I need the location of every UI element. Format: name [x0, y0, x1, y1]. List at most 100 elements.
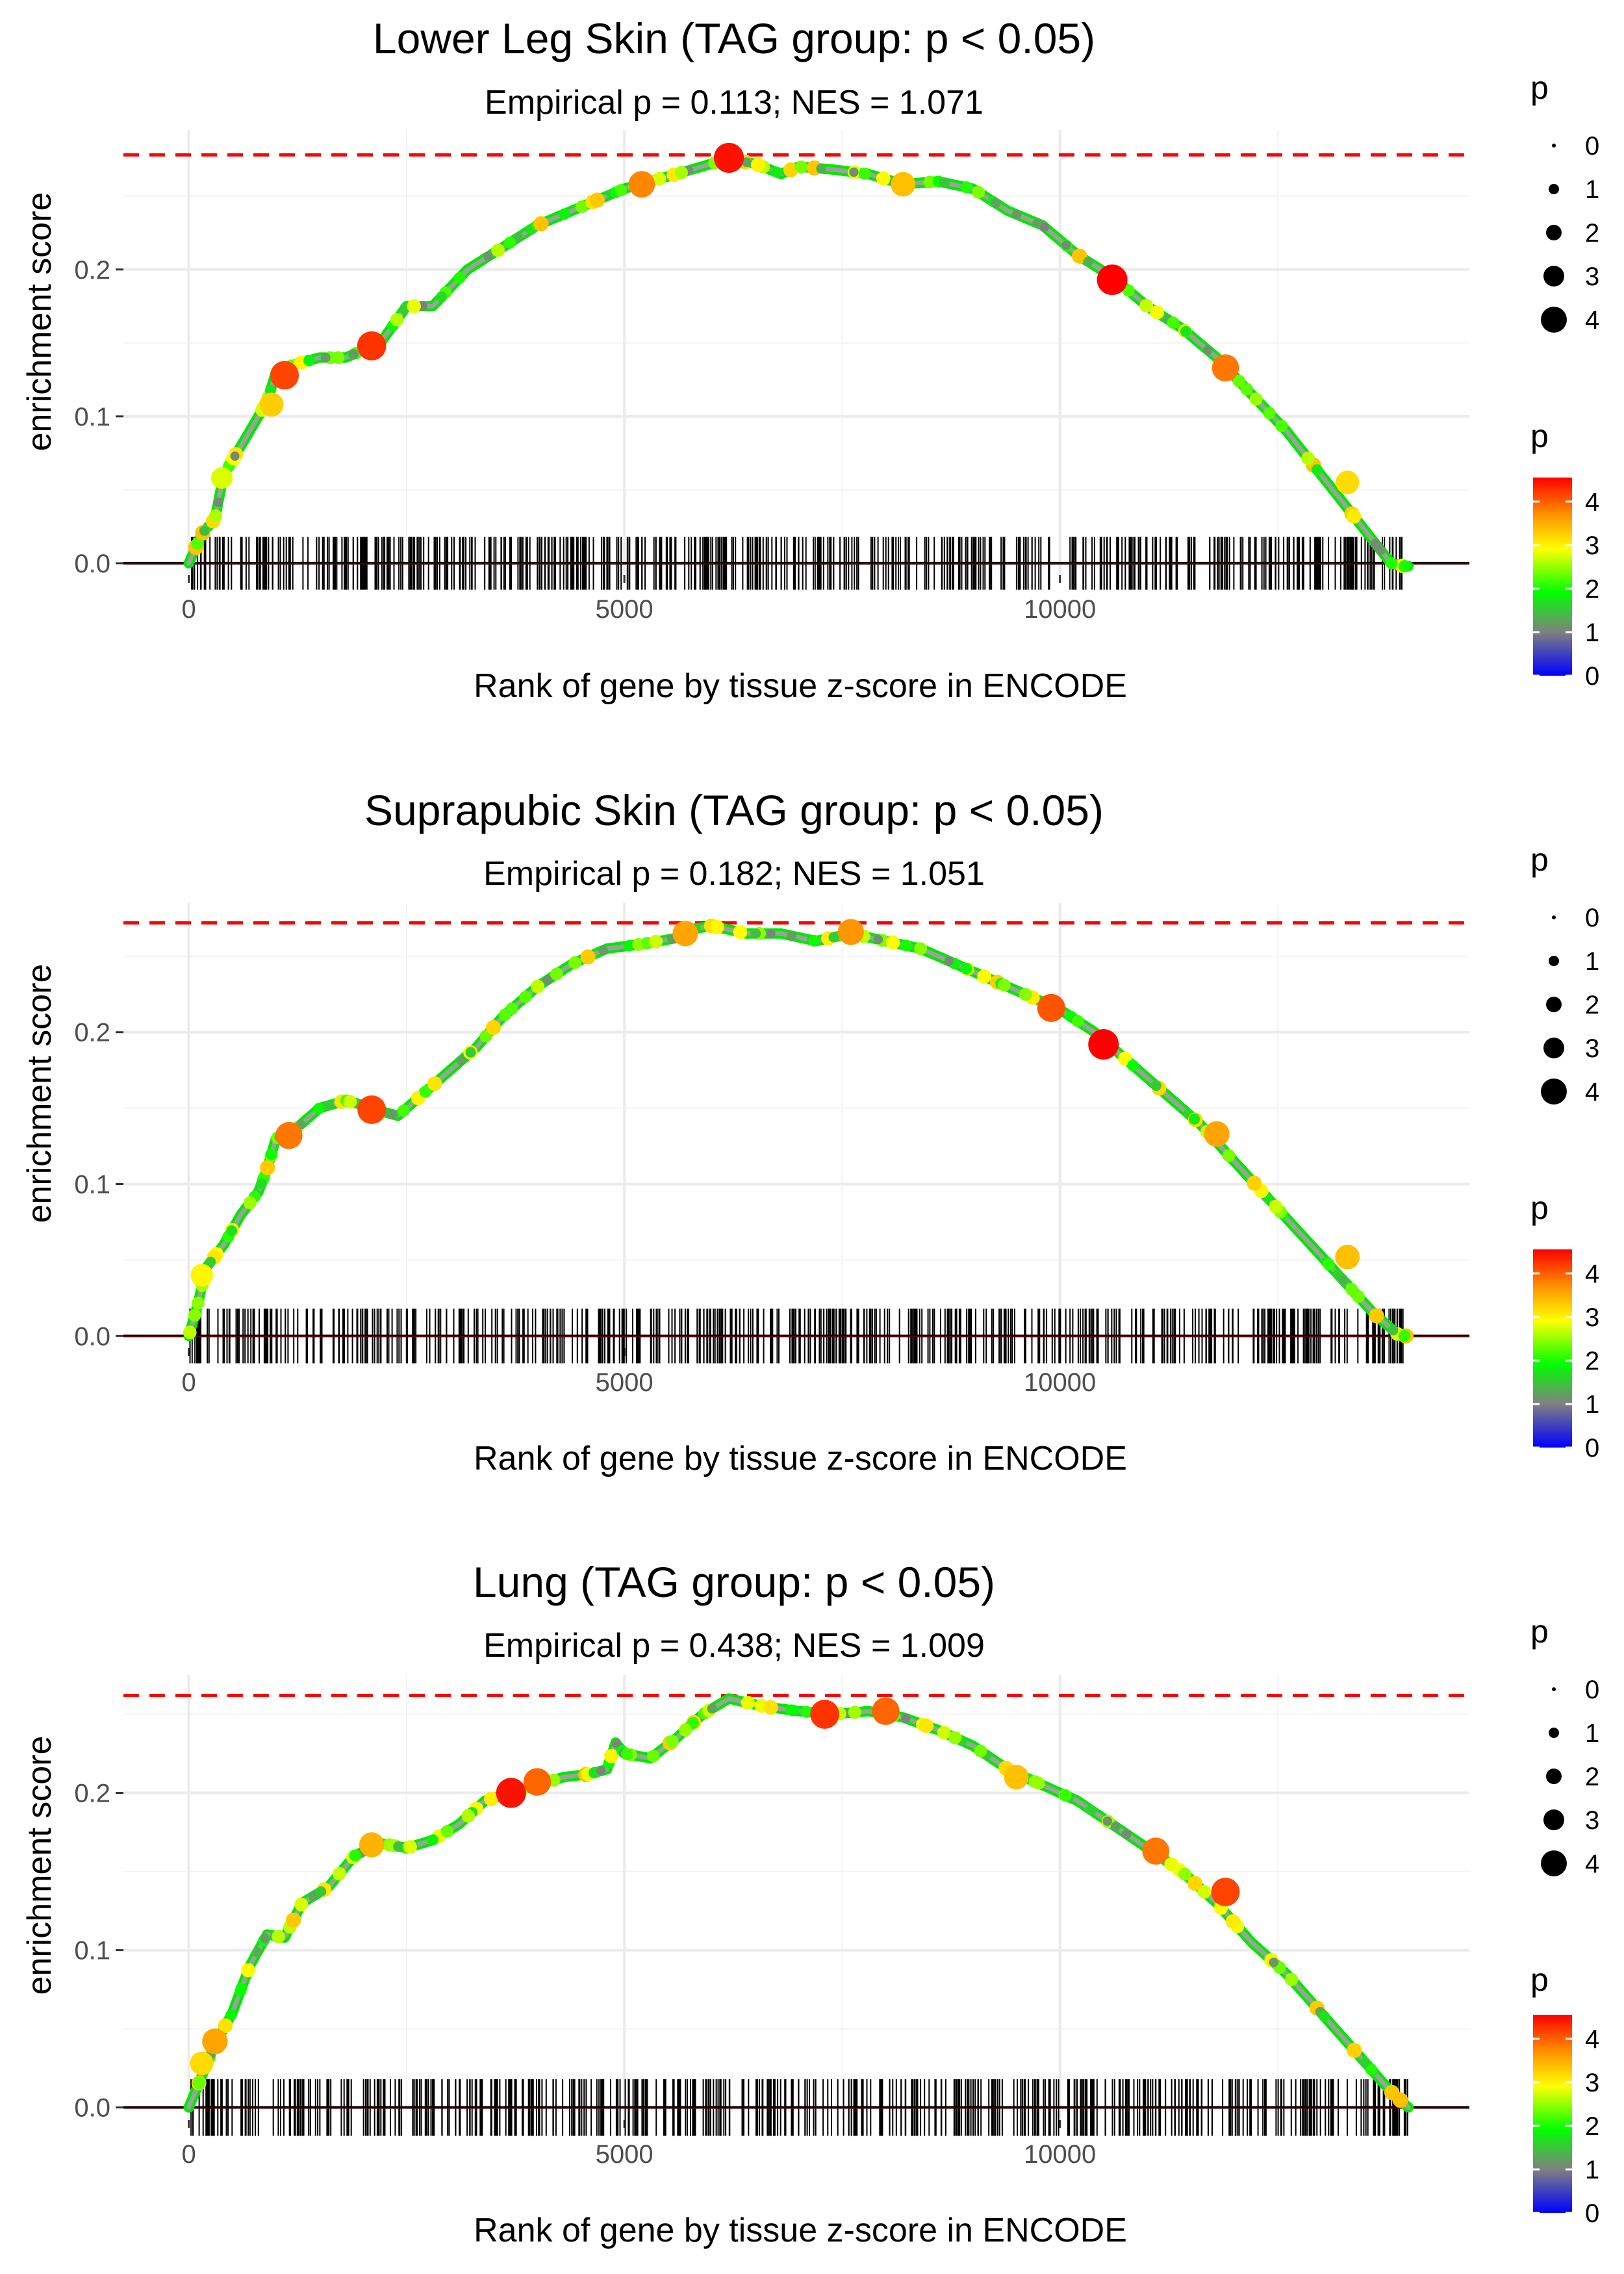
- es-point: [960, 181, 972, 194]
- es-point: [1011, 209, 1022, 220]
- color-legend-bar: [1533, 1249, 1572, 1448]
- x-tick-label: 5000: [596, 1368, 653, 1397]
- es-point: [519, 990, 532, 1003]
- x-tick-label: 10000: [1024, 595, 1096, 624]
- es-point: [919, 1718, 934, 1733]
- es-point: [849, 167, 859, 177]
- color-legend-label-1: 1: [1585, 2156, 1599, 2184]
- es-highlight-point: [202, 2028, 228, 2054]
- size-legend-key-3: [1543, 1809, 1564, 1830]
- es-point: [741, 1696, 755, 1710]
- es-point: [465, 1047, 476, 1058]
- panel-3-subtitle: Empirical p = 0.438; NES = 1.009: [483, 1627, 985, 1665]
- es-point: [750, 928, 761, 939]
- color-legend-label-2: 2: [1585, 575, 1599, 604]
- es-highlight-point: [359, 1832, 385, 1858]
- es-point: [707, 1704, 717, 1714]
- es-point: [393, 1841, 403, 1852]
- es-point: [848, 1706, 861, 1719]
- size-legend-label-3: 3: [1585, 262, 1599, 291]
- es-point: [766, 928, 776, 938]
- es-point: [550, 967, 563, 980]
- es-highlight-point: [1212, 354, 1239, 382]
- size-legend-key-3: [1543, 266, 1564, 287]
- size-legend-key-1: [1549, 956, 1559, 966]
- es-point: [303, 355, 315, 366]
- es-point: [665, 1735, 679, 1748]
- es-point: [390, 313, 404, 327]
- es-point: [808, 934, 820, 947]
- size-legend-label-0: 0: [1585, 132, 1599, 160]
- panel-3-color-legend: p 4 3 2 1 0: [1530, 1961, 1599, 2228]
- es-point: [1071, 1015, 1084, 1027]
- es-highlight-point: [190, 1264, 214, 1287]
- es-point: [649, 934, 663, 949]
- x-tick-label: 5000: [596, 595, 653, 624]
- es-highlight-point: [496, 1778, 526, 1808]
- es-point: [1222, 1149, 1236, 1162]
- size-legend-key-2: [1546, 225, 1562, 240]
- es-point: [575, 200, 589, 213]
- panel-2: Suprapubic Skin (TAG group: p < 0.05) Em…: [21, 786, 1599, 1477]
- size-legend-label-0: 0: [1585, 904, 1599, 932]
- es-point: [787, 930, 797, 941]
- panel-1-title: Lower Leg Skin (TAG group: p < 0.05): [373, 14, 1095, 62]
- es-point: [733, 925, 748, 939]
- panel-1-color-legend: p 4 3 2 1 0: [1530, 418, 1599, 691]
- es-point: [260, 1160, 275, 1175]
- panel-3-title: Lung (TAG group: p < 0.05): [473, 1558, 995, 1606]
- es-point: [1059, 1789, 1072, 1802]
- es-point: [484, 1791, 499, 1806]
- es-point: [403, 1839, 417, 1854]
- es-point: [598, 945, 608, 955]
- size-legend-label-2: 2: [1585, 991, 1599, 1019]
- size-legend-label-4: 4: [1585, 1078, 1599, 1106]
- color-legend-label-2: 2: [1585, 1347, 1599, 1375]
- es-point: [1359, 2056, 1371, 2068]
- es-point: [1150, 1080, 1161, 1092]
- es-point: [256, 1178, 267, 1190]
- color-legend-label-1: 1: [1585, 619, 1599, 647]
- es-point: [1072, 248, 1087, 264]
- es-highlight-point: [1204, 1121, 1230, 1147]
- es-point: [218, 2018, 233, 2034]
- color-legend-label-3: 3: [1585, 2069, 1599, 2097]
- es-point: [349, 1849, 361, 1861]
- es-point: [533, 216, 549, 232]
- es-point: [272, 1930, 285, 1943]
- es-point: [568, 956, 581, 969]
- es-point: [427, 1834, 439, 1846]
- size-legend-key-3: [1543, 1038, 1564, 1058]
- color-legend-label-1: 1: [1585, 1390, 1599, 1419]
- es-point: [440, 1825, 454, 1838]
- es-point: [937, 1726, 951, 1740]
- es-point: [901, 1713, 911, 1723]
- es-point: [783, 162, 798, 177]
- es-point: [1178, 1867, 1191, 1881]
- size-legend-label-1: 1: [1585, 1719, 1599, 1748]
- es-point: [1347, 509, 1362, 524]
- size-legend-label-0: 0: [1585, 1676, 1599, 1704]
- es-point: [294, 1897, 309, 1911]
- es-point: [1399, 560, 1411, 572]
- es-point: [1301, 452, 1315, 465]
- es-point: [1269, 1958, 1279, 1967]
- y-tick-label: 0.0: [74, 2094, 110, 2123]
- es-point: [1032, 1776, 1045, 1790]
- es-point: [199, 526, 210, 536]
- es-point: [1187, 1876, 1202, 1891]
- es-point: [1102, 1816, 1113, 1826]
- size-legend-label-2: 2: [1585, 1763, 1599, 1791]
- color-legend-bar: [1533, 478, 1572, 676]
- panel-2-x-axis-title: Rank of gene by tissue z-score in ENCODE: [474, 1440, 1127, 1477]
- es-point: [230, 451, 240, 461]
- size-legend-key-1: [1549, 1728, 1559, 1738]
- es-point: [332, 1867, 346, 1881]
- es-point: [1275, 420, 1288, 433]
- color-legend-label-3: 3: [1585, 531, 1599, 560]
- panel-2-plot-area: 0.0 0.1 0.2 0 5000 10000: [74, 903, 1469, 1397]
- size-legend-key-0: [1552, 144, 1556, 147]
- es-point: [209, 509, 223, 523]
- es-point: [1085, 1804, 1097, 1816]
- es-point: [1240, 383, 1253, 396]
